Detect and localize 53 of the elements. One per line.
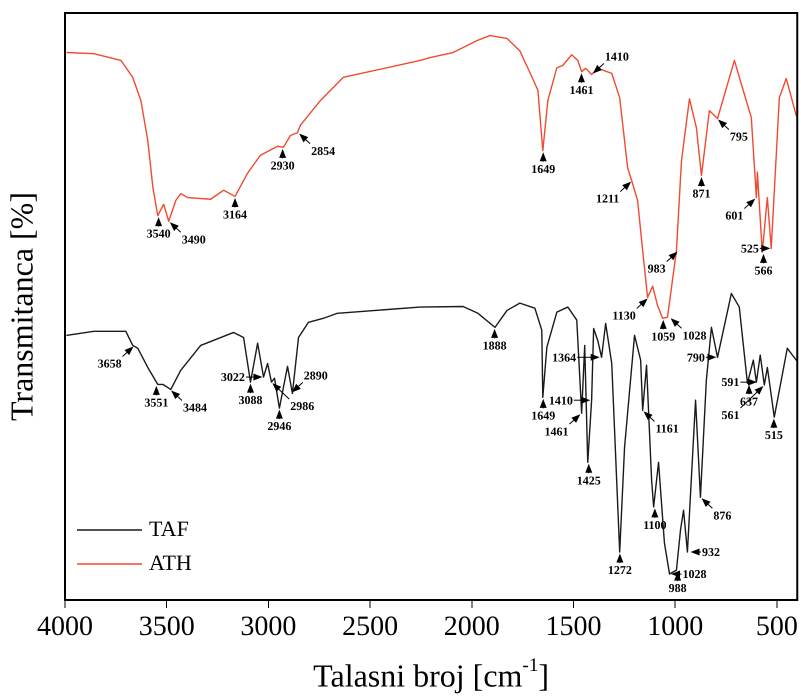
annotation: 1211: [596, 192, 620, 206]
annotation: 1130: [612, 308, 636, 323]
annotation: 1161: [655, 421, 679, 436]
annotation: 561: [722, 408, 740, 422]
legend-label: ATH: [149, 550, 192, 575]
annotation: 3022: [220, 370, 245, 384]
annotation: 3088: [238, 393, 263, 408]
annotation: 1461: [544, 424, 568, 438]
annotation: 591: [721, 375, 740, 390]
annotation: 2930: [270, 158, 295, 172]
annotation: 1649: [531, 162, 556, 176]
annotation: 3164: [223, 208, 248, 222]
x-tick-label: 500: [756, 611, 798, 642]
annotation: 3551: [144, 395, 168, 410]
annotation: 876: [713, 508, 732, 522]
annotation: 1410: [548, 393, 573, 408]
annotation: 3490: [182, 232, 206, 246]
annotation: 3658: [98, 356, 122, 371]
annotation: 2854: [311, 144, 336, 158]
annotation: 566: [754, 263, 772, 278]
x-tick-label: 1000: [647, 611, 704, 642]
annotation: 1028: [682, 567, 707, 582]
annotation: 1888: [482, 338, 507, 352]
y-axis-title: Transmitanca [%]: [3, 192, 40, 421]
annotation: 1059: [651, 329, 676, 344]
x-tick-label: 3500: [138, 611, 195, 642]
annotation: 1649: [531, 408, 556, 422]
annotation: 871: [692, 186, 710, 201]
annotation: 515: [764, 428, 783, 442]
annotation: 983: [648, 262, 666, 276]
x-tick-label: 2000: [444, 611, 500, 642]
x-tick-label: 2500: [342, 611, 398, 642]
annotation: 1272: [608, 563, 632, 578]
annotation: 1364: [552, 350, 576, 364]
legend-label: TAF: [149, 516, 189, 541]
annotation: 1425: [576, 473, 601, 488]
annotation: 3484: [182, 400, 207, 415]
annotation: 2890: [304, 368, 328, 383]
annotation: 2946: [267, 419, 292, 434]
annotation: 1461: [569, 82, 594, 97]
annotation: 3540: [146, 226, 171, 241]
annotation: 790: [686, 350, 705, 364]
annotation: 1410: [604, 50, 629, 64]
annotation: 2986: [290, 399, 314, 414]
annotation: 601: [725, 208, 744, 223]
x-tick-label: 1500: [546, 611, 602, 642]
annotation: 525: [740, 241, 759, 256]
annotation: 795: [730, 130, 748, 144]
annotation: 1028: [682, 328, 707, 342]
annotation: 932: [702, 545, 720, 560]
annotation: 988: [668, 581, 687, 596]
x-tick-label: 3000: [240, 611, 296, 642]
x-tick-label: 4000: [37, 611, 93, 642]
